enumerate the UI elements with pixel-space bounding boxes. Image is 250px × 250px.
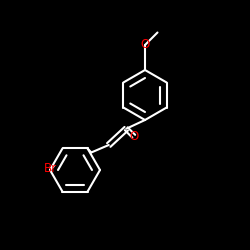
Text: Br: Br [44,162,57,175]
Text: O: O [140,38,149,52]
Text: O: O [129,130,138,143]
